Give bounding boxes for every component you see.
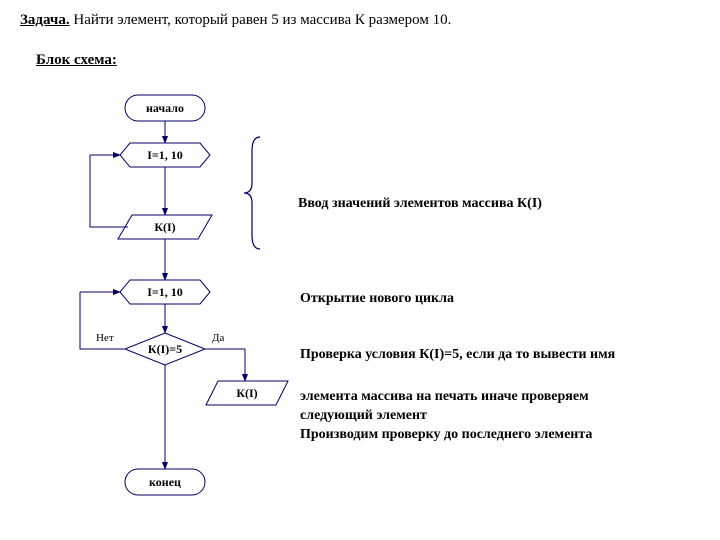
subtitle: Блок схема:: [36, 52, 117, 69]
annotation-decision: Проверка условия К(I)=5, если да то выве…: [300, 346, 615, 365]
edge-no-label: Нет: [96, 332, 114, 344]
annotation-output-l3: Производим проверку до последнего элемен…: [300, 426, 592, 445]
annotation-loop2: Открытие нового цикла: [300, 290, 454, 309]
node-input-label: К(I): [154, 220, 175, 234]
task-label: Задача.: [20, 12, 70, 28]
node-output-label: К(I): [236, 386, 257, 400]
edge-yes-label: Да: [212, 332, 225, 344]
annotation-output: элемента массива на печать иначе проверя…: [300, 388, 592, 445]
node-loop1-label: I=1, 10: [147, 148, 183, 162]
title: Задача. Найти элемент, который равен 5 и…: [20, 12, 451, 29]
node-decision-label: К(I)=5: [148, 342, 182, 356]
node-start-label: начало: [146, 101, 184, 115]
annotation-input: Ввод значений элементов массива К(I): [298, 195, 542, 214]
annotation-output-l2: следующий элемент: [300, 407, 592, 426]
node-loop2-label: I=1, 10: [147, 285, 183, 299]
annotation-output-l1: элемента массива на печать иначе проверя…: [300, 388, 592, 407]
node-end-label: конец: [149, 475, 181, 489]
task-text: Найти элемент, который равен 5 из массив…: [73, 12, 451, 28]
